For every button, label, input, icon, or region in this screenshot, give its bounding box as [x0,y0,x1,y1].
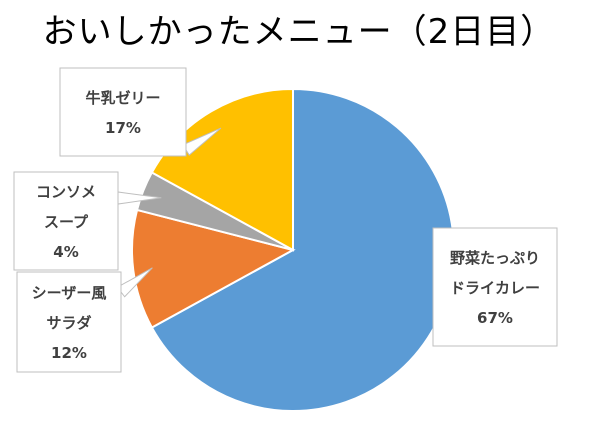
data-label-value: 4% [53,243,78,261]
pie-slice [131,208,296,329]
pie-slice [150,87,294,252]
data-label-value: 17% [105,119,141,137]
data-label-category: サラダ [46,314,91,332]
callout-box [13,171,119,271]
callout-box [16,271,122,373]
pie-slices [131,87,455,412]
data-label-category: コンソメ [36,183,96,201]
data-label-category: 牛乳ゼリー [85,89,160,107]
data-label-category: スープ [44,213,89,231]
callout-box [59,67,187,157]
data-label-category: シーザー風 [32,284,107,302]
data-label-category: ドライカレー [450,279,540,297]
data-label-category: 野菜たっぷり [450,249,540,267]
pie-slice [150,87,455,412]
data-label-value: 67% [477,309,513,327]
data-label-callout: 牛乳ゼリー 17% [59,67,222,157]
callout-box [432,227,558,347]
chart-title: おいしかったメニュー（2日目） [42,12,556,52]
data-label-value: 12% [51,344,87,362]
